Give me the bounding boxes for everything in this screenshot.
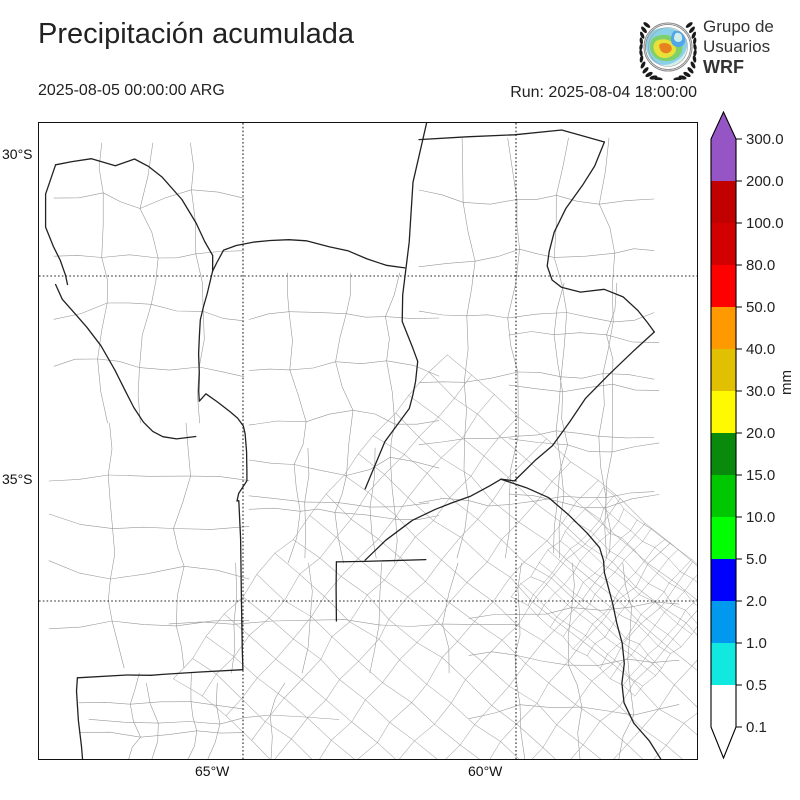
svg-text:1.0: 1.0 [746,635,767,652]
svg-text:15.0: 15.0 [746,467,775,484]
svg-text:50.0: 50.0 [746,299,775,316]
svg-text:30.0: 30.0 [746,383,775,400]
svg-text:10.0: 10.0 [746,509,775,526]
svg-text:2.0: 2.0 [746,593,767,610]
svg-text:40.0: 40.0 [746,341,775,358]
svg-text:300.0: 300.0 [746,131,784,148]
svg-text:5.0: 5.0 [746,551,767,568]
svg-text:0.5: 0.5 [746,677,767,694]
svg-text:20.0: 20.0 [746,425,775,442]
svg-text:200.0: 200.0 [746,173,784,190]
svg-text:0.1: 0.1 [746,719,767,736]
svg-text:100.0: 100.0 [746,215,784,232]
svg-text:80.0: 80.0 [746,257,775,274]
